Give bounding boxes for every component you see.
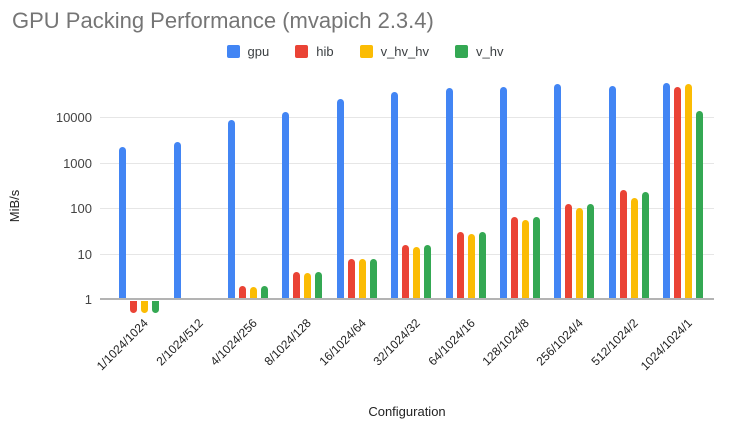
gridline [100,117,714,118]
legend-item-v_hv[interactable]: v_hv [455,44,503,59]
legend-swatch [455,45,468,58]
x-axis-baseline [100,298,714,300]
chart-title: GPU Packing Performance (mvapich 2.3.4) [12,8,434,33]
bar-hib-16/1024/64[interactable] [347,258,355,299]
gridline [100,162,714,164]
bar-v_hv_hv-1/1024/1024[interactable] [141,301,149,313]
bar-v_hv-32/1024/32[interactable] [424,244,432,299]
bar-hib-1/1024/1024[interactable] [130,301,138,313]
legend-swatch [359,45,373,58]
bar-v_hv_hv-128/1024/8[interactable] [522,219,529,299]
bar-gpu-2/1024/512[interactable] [173,142,181,299]
bar-gpu-1024/1024/1[interactable] [663,83,671,299]
bar-gpu-256/1024/4[interactable] [554,84,562,299]
bar-v_hv-128/1024/8[interactable] [533,217,540,299]
bar-v_hv-512/1024/2[interactable] [641,191,649,299]
legend-item-v_hv_hv[interactable]: v_hv_hv [359,44,429,59]
bar-gpu-32/1024/32[interactable] [391,91,399,299]
bar-gpu-8/1024/128[interactable] [282,111,290,299]
bar-v_hv-16/1024/64[interactable] [369,258,377,299]
y-tick-label: 1 [84,292,92,307]
bar-v_hv-4/1024/256[interactable] [261,286,268,299]
bar-hib-256/1024/4[interactable] [565,204,573,299]
legend-label: gpu [247,44,270,59]
bar-v_hv_hv-1024/1024/1[interactable] [685,84,693,299]
bar-hib-8/1024/128[interactable] [293,272,301,299]
bar-v_hv-1024/1024/1[interactable] [696,111,704,299]
bar-hib-64/1024/16[interactable] [456,231,464,299]
bar-v_hv_hv-512/1024/2[interactable] [630,197,638,299]
bar-v_hv_hv-4/1024/256[interactable] [250,287,257,299]
y-tick-label: 10 [77,246,92,262]
legend-label: hib [316,44,334,59]
bar-v_hv_hv-32/1024/32[interactable] [413,246,421,299]
bar-v_hv_hv-8/1024/128[interactable] [304,272,312,299]
bar-gpu-4/1024/256[interactable] [228,119,235,299]
bar-v_hv_hv-256/1024/4[interactable] [576,208,584,299]
legend-item-gpu[interactable]: gpu [226,44,270,59]
bar-v_hv-1/1024/1024[interactable] [152,301,160,313]
bar-hib-128/1024/8[interactable] [511,217,518,299]
bar-hib-512/1024/2[interactable] [619,189,627,299]
y-tick-label: 10000 [55,110,92,125]
legend: gpu hib v_hv_hv v_hv [0,44,730,59]
y-tick-label: 100 [70,201,92,216]
x-axis-title: Configuration [368,404,446,419]
bar-gpu-512/1024/2[interactable] [608,86,616,299]
legend-item-hib[interactable]: hib [295,44,334,59]
bar-gpu-16/1024/64[interactable] [336,98,344,299]
bar-v_hv-64/1024/16[interactable] [478,231,486,299]
bar-gpu-128/1024/8[interactable] [500,86,507,299]
bar-hib-32/1024/32[interactable] [402,245,410,299]
legend-label: v_hv_hv [380,44,429,59]
bar-v_hv_hv-16/1024/64[interactable] [358,259,366,299]
bar-gpu-64/1024/16[interactable] [445,87,453,299]
bar-hib-4/1024/256[interactable] [239,286,246,299]
y-tick-label: 1000 [63,155,92,171]
legend-swatch [295,45,309,58]
legend-swatch [226,45,240,58]
bar-v_hv-8/1024/128[interactable] [315,272,323,299]
gridline [100,208,714,209]
bar-v_hv-256/1024/4[interactable] [587,204,595,299]
bar-v_hv_hv-64/1024/16[interactable] [467,233,475,299]
bar-gpu-1/1024/1024[interactable] [119,146,127,299]
legend-label: v_hv [476,44,504,59]
bar-hib-1024/1024/1[interactable] [674,87,682,299]
